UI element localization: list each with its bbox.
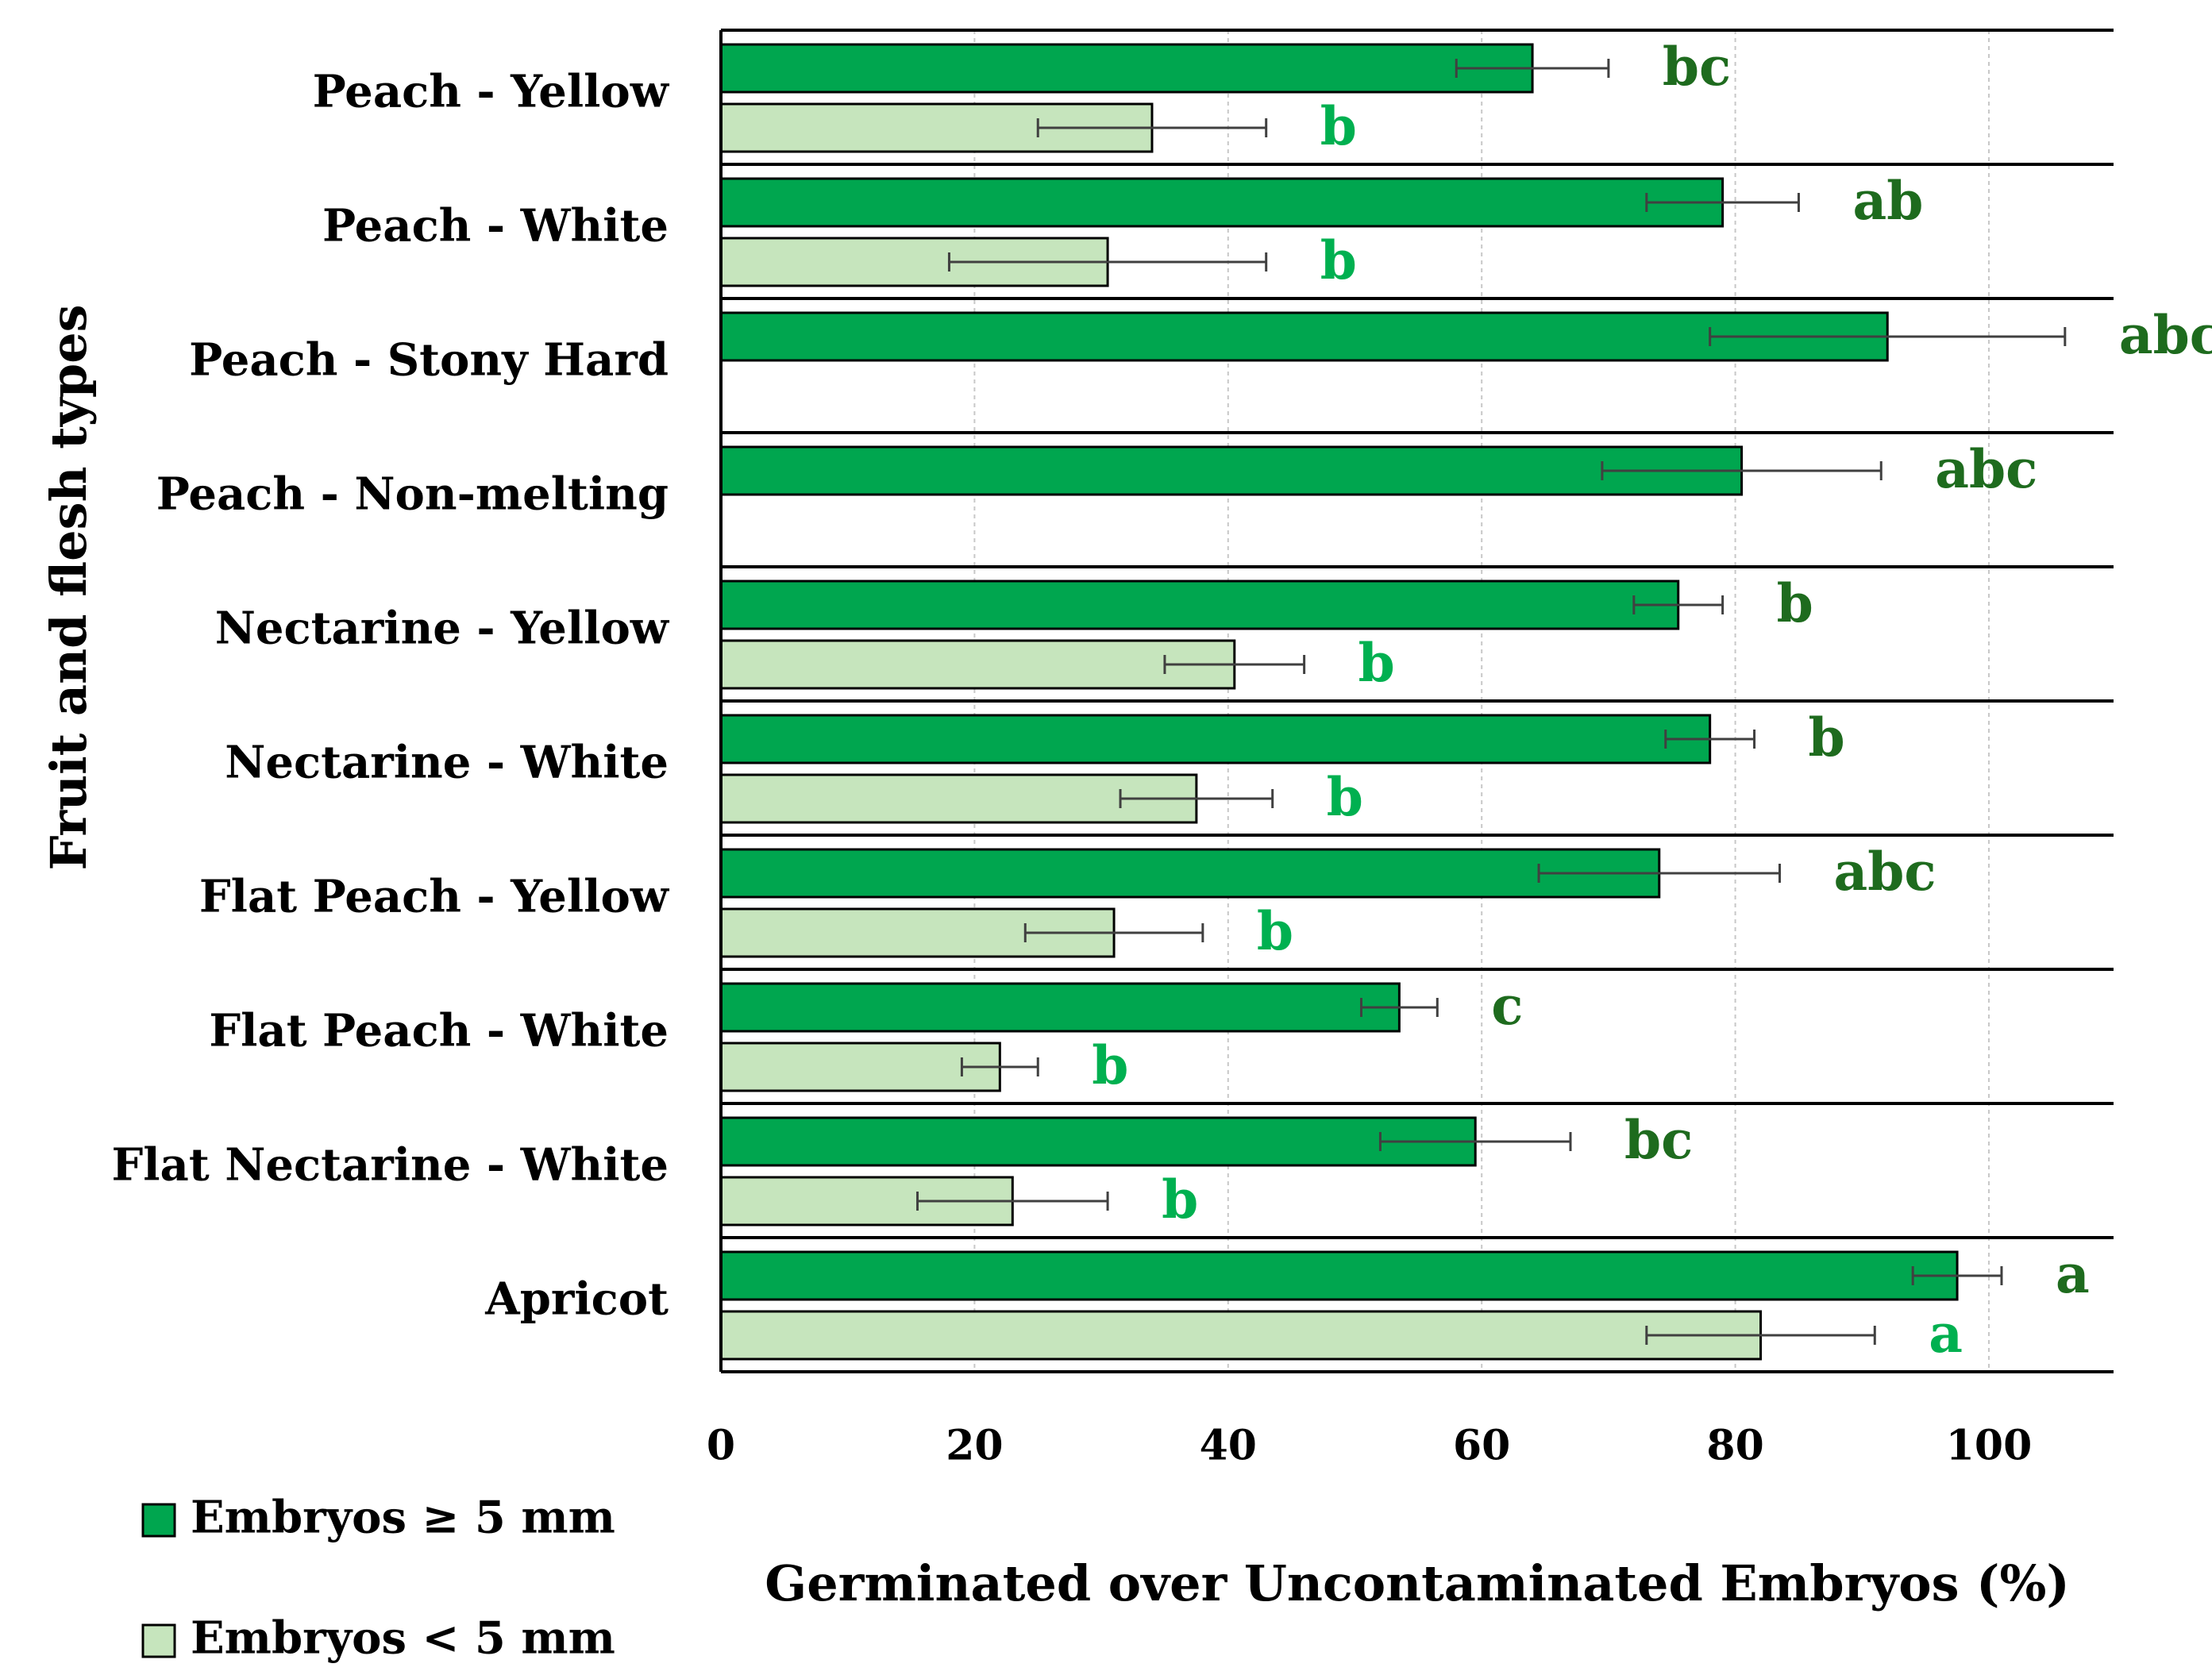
legend: Embryos ≥ 5 mm Embryos < 5 mm (141, 1492, 615, 1665)
bar-large-embryos (719, 177, 1725, 228)
significance-letter: b (1257, 900, 1293, 962)
category-separators (721, 29, 2114, 1373)
category-label: Nectarine - White (225, 737, 669, 789)
legend-label-small: Embryos < 5 mm (191, 1612, 615, 1665)
significance-letter: b (1809, 707, 1845, 768)
y-axis-title: Fruit and flesh types (40, 304, 98, 870)
bar-large-embryos (719, 445, 1744, 496)
category-label: Peach - Stony Hard (189, 334, 669, 387)
significance-letter: bc (1663, 36, 1731, 98)
category-label: Peach - White (322, 200, 669, 252)
x-tick-label: 20 (946, 1422, 1003, 1470)
category-label: Flat Nectarine - White (112, 1139, 669, 1192)
bar-large-embryos (719, 1116, 1477, 1167)
significance-letter: b (1320, 229, 1357, 291)
bar-large-embryos (719, 580, 1680, 630)
x-tick-label: 40 (1200, 1422, 1257, 1470)
significance-letter: b (1358, 632, 1395, 694)
significance-letter: abc (1833, 841, 1936, 903)
x-tick-label: 0 (707, 1422, 735, 1470)
bar-small-embryos (719, 1042, 1001, 1092)
category-label: Nectarine - Yellow (215, 603, 670, 655)
error-bars (916, 59, 2067, 1345)
bar-large-embryos (719, 982, 1401, 1033)
bar-small-embryos (719, 1310, 1763, 1361)
bar-large-embryos (719, 714, 1712, 764)
legend-swatch-large (141, 1503, 176, 1538)
bar-large-embryos (719, 848, 1661, 899)
category-label: Flat Peach - Yellow (199, 871, 670, 923)
legend-label-large: Embryos ≥ 5 mm (191, 1492, 615, 1544)
significance-letter: a (2056, 1243, 2090, 1305)
x-tick-labels: 0 20 40 60 80 100 (707, 1422, 2032, 1470)
significance-letter: abc (2119, 304, 2212, 366)
x-tick-label: 80 (1706, 1422, 1763, 1470)
x-tick-label: 60 (1453, 1422, 1510, 1470)
bar-large-embryos (719, 311, 1889, 362)
category-label: Peach - Yellow (313, 66, 670, 118)
significance-letter: a (1929, 1303, 1963, 1365)
significance-letter: bc (1624, 1109, 1693, 1171)
significance-letter: c (1491, 975, 1523, 1037)
x-axis-title: Germinated over Uncontaminated Embryos (… (765, 1554, 2069, 1612)
significance-letter: ab (1852, 170, 1923, 232)
x-tick-label: 100 (1946, 1422, 2033, 1470)
category-label: Apricot (484, 1273, 669, 1326)
significance-letter: b (1777, 572, 1813, 634)
bars (719, 43, 1959, 1361)
bar-small-embryos (719, 639, 1236, 690)
significance-letter: b (1092, 1034, 1128, 1096)
significance-letter: b (1162, 1169, 1198, 1230)
bar-large-embryos (719, 43, 1534, 94)
significance-letter: b (1320, 95, 1357, 157)
category-label: Flat Peach - White (209, 1005, 669, 1057)
significance-letter: abc (1935, 438, 2037, 500)
category-labels: Peach - Yellow Peach - White Peach - Stony… (112, 66, 670, 1326)
significance-letter: b (1327, 766, 1363, 828)
bar-large-embryos (719, 1250, 1959, 1301)
legend-swatch-small (141, 1623, 176, 1658)
category-label: Peach - Non-melting (156, 468, 669, 521)
